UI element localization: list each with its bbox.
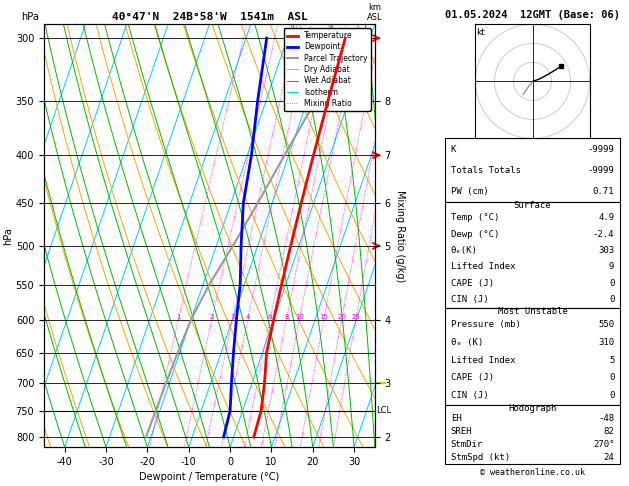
Text: 9: 9 — [609, 262, 615, 271]
Text: Temp (°C): Temp (°C) — [451, 213, 499, 222]
Text: Most Unstable: Most Unstable — [498, 307, 567, 316]
Text: 82: 82 — [604, 427, 615, 436]
Text: 0: 0 — [609, 278, 615, 288]
Text: EH: EH — [451, 415, 462, 423]
Title: 40°47'N  24B°58'W  1541m  ASL: 40°47'N 24B°58'W 1541m ASL — [111, 12, 308, 22]
Text: 6: 6 — [268, 314, 272, 320]
Text: Dewp (°C): Dewp (°C) — [451, 229, 499, 239]
Text: 550: 550 — [598, 320, 615, 329]
Text: 0: 0 — [609, 391, 615, 400]
Text: 303: 303 — [598, 246, 615, 255]
Text: 4: 4 — [245, 314, 250, 320]
Bar — [445, 139, 620, 202]
Text: Lifted Index: Lifted Index — [451, 356, 515, 364]
Text: 0: 0 — [609, 295, 615, 304]
Text: 0.71: 0.71 — [593, 187, 615, 196]
Text: θₑ (K): θₑ (K) — [451, 338, 483, 347]
Legend: Temperature, Dewpoint, Parcel Trajectory, Dry Adiabat, Wet Adiabat, Isotherm, Mi: Temperature, Dewpoint, Parcel Trajectory… — [284, 28, 371, 111]
Text: Surface: Surface — [514, 201, 552, 210]
Text: -2.4: -2.4 — [593, 229, 615, 239]
Text: 0: 0 — [609, 373, 615, 382]
Text: Lifted Index: Lifted Index — [451, 262, 515, 271]
Text: 15: 15 — [320, 314, 328, 320]
Text: Hodograph: Hodograph — [508, 404, 557, 413]
Text: K: K — [451, 144, 456, 154]
Text: 8: 8 — [284, 314, 289, 320]
Text: CIN (J): CIN (J) — [451, 295, 488, 304]
Y-axis label: Mixing Ratio (g/kg): Mixing Ratio (g/kg) — [394, 190, 404, 282]
Text: 20: 20 — [337, 314, 346, 320]
Text: CAPE (J): CAPE (J) — [451, 373, 494, 382]
Text: Pressure (mb): Pressure (mb) — [451, 320, 521, 329]
Text: 5: 5 — [609, 356, 615, 364]
Y-axis label: hPa: hPa — [3, 227, 13, 244]
Text: 1: 1 — [176, 314, 181, 320]
Text: CIN (J): CIN (J) — [451, 391, 488, 400]
Text: StmSpd (kt): StmSpd (kt) — [451, 453, 510, 462]
Text: 3: 3 — [230, 314, 235, 320]
Text: -9999: -9999 — [587, 166, 615, 174]
Bar — [445, 405, 620, 464]
Text: Totals Totals: Totals Totals — [451, 166, 521, 174]
Text: 2: 2 — [209, 314, 214, 320]
Text: 270°: 270° — [593, 440, 615, 449]
Text: CAPE (J): CAPE (J) — [451, 278, 494, 288]
Text: hPa: hPa — [21, 12, 39, 22]
Text: -9999: -9999 — [587, 144, 615, 154]
Text: StmDir: StmDir — [451, 440, 483, 449]
Bar — [445, 202, 620, 308]
Bar — [445, 308, 620, 405]
Text: 25: 25 — [352, 314, 360, 320]
Text: PW (cm): PW (cm) — [451, 187, 488, 196]
Text: -48: -48 — [598, 415, 615, 423]
Text: © weatheronline.co.uk: © weatheronline.co.uk — [480, 469, 585, 477]
Text: θₑ(K): θₑ(K) — [451, 246, 477, 255]
X-axis label: Dewpoint / Temperature (°C): Dewpoint / Temperature (°C) — [139, 472, 279, 483]
Text: LCL: LCL — [376, 406, 391, 416]
Text: km
ASL: km ASL — [367, 3, 382, 22]
Text: 01.05.2024  12GMT (Base: 06): 01.05.2024 12GMT (Base: 06) — [445, 10, 620, 20]
Text: 10: 10 — [295, 314, 304, 320]
Text: 310: 310 — [598, 338, 615, 347]
Text: 24: 24 — [604, 453, 615, 462]
Text: SREH: SREH — [451, 427, 472, 436]
Text: 4.9: 4.9 — [598, 213, 615, 222]
